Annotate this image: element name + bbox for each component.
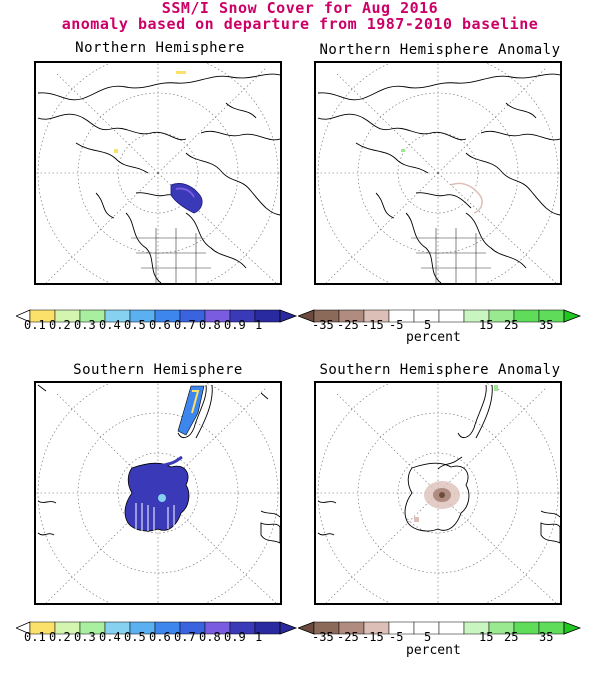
colorbar-tick-label: 0.2 xyxy=(49,630,71,644)
colorbar-tick-label: 0.7 xyxy=(174,630,196,644)
colorbar-units-southern: percent xyxy=(406,643,461,658)
colorbar-tick-label: 35 xyxy=(539,630,554,644)
anomaly-patch-positive xyxy=(401,149,405,152)
colorbar-tick-label: -35 xyxy=(312,630,334,644)
colorbar-tick-label: 0.3 xyxy=(74,318,96,332)
colorbar-tick-label: 0.1 xyxy=(24,630,46,644)
figure-title-line2: anomaly based on departure from 1987-201… xyxy=(61,15,539,33)
graticule xyxy=(316,383,560,603)
colorbar-tick-label: 0.4 xyxy=(99,630,121,644)
greenland-snow-cover xyxy=(170,183,203,214)
colorbar-snow-cover-southern xyxy=(14,620,298,639)
colorbar-tick-label: 0.8 xyxy=(199,318,221,332)
colorbar-tick-label: 0.9 xyxy=(224,630,246,644)
panel-title-northern-hemisphere: Northern Hemisphere xyxy=(75,40,245,56)
colorbar-tick-label: 0.5 xyxy=(124,630,146,644)
colorbar-snow-cover-northern xyxy=(14,308,298,327)
graticule xyxy=(36,63,280,283)
colorbar-tick-label: 35 xyxy=(539,318,554,332)
pole-hole xyxy=(158,494,166,502)
state-boundaries xyxy=(131,228,211,283)
coastlines xyxy=(37,73,280,283)
colorbar-tick-label: -15 xyxy=(362,318,384,332)
map-southern-hemisphere xyxy=(34,381,282,605)
andes-snow-edge xyxy=(191,390,200,414)
colorbar-tick-label: 5 xyxy=(424,318,432,332)
colorbar-tick-label: -15 xyxy=(362,630,384,644)
map-southern-hemisphere-anomaly xyxy=(314,381,562,605)
colorbar-tick-label: -25 xyxy=(337,630,359,644)
colorbar-tick-label: 0.4 xyxy=(99,318,121,332)
colorbar-tick-label: 15 xyxy=(479,630,494,644)
coastlines xyxy=(37,384,280,544)
colorbar-tick-label: 0.2 xyxy=(49,318,71,332)
colorbar-anomaly-southern xyxy=(296,620,582,639)
map-northern-hemisphere-anomaly xyxy=(314,61,562,285)
colorbar-tick-label: 25 xyxy=(504,630,519,644)
colorbar-tick-label: -5 xyxy=(389,630,404,644)
colorbar-tick-label: 5 xyxy=(424,630,432,644)
colorbar-tick-label: 0.1 xyxy=(24,318,46,332)
colorbar-tick-label: 0.7 xyxy=(174,318,196,332)
colorbar-tick-label: 1 xyxy=(255,630,263,644)
andes-snow-cover xyxy=(177,385,205,436)
figure-title-line1: SSM/I Snow Cover for Aug 2016 xyxy=(161,0,439,17)
panel-title-southern-anomaly: Southern Hemisphere Anomaly xyxy=(319,362,561,378)
colorbar-tick-label: -35 xyxy=(312,318,334,332)
greenland-snow-edge xyxy=(175,187,195,198)
state-boundaries xyxy=(411,228,491,283)
snow-patch-arctic xyxy=(176,71,186,74)
colorbar-tick-label: 15 xyxy=(479,318,494,332)
pole-hole xyxy=(439,492,445,498)
colorbar-anomaly-northern xyxy=(296,308,582,327)
colorbar-tick-label: 0.3 xyxy=(74,630,96,644)
panel-title-northern-anomaly: Northern Hemisphere Anomaly xyxy=(319,42,561,58)
antarctica-snow-cover xyxy=(124,462,190,532)
colorbar-units-northern: percent xyxy=(406,330,461,345)
panel-title-southern-hemisphere: Southern Hemisphere xyxy=(73,362,243,378)
colorbar-tick-label: 1 xyxy=(255,318,263,332)
coastlines xyxy=(317,384,560,544)
grid-artifacts xyxy=(135,503,175,531)
colorbar-tick-label: 25 xyxy=(504,318,519,332)
colorbar-tick-label: -5 xyxy=(389,318,404,332)
greenland-anomaly-edge xyxy=(450,182,483,214)
snow-patch-small xyxy=(114,149,118,153)
coastlines xyxy=(317,73,560,283)
antarctic-peninsula xyxy=(156,455,183,471)
colorbar-tick-label: 0.6 xyxy=(149,630,171,644)
anomaly-patch xyxy=(414,517,419,522)
colorbar-tick-label: 0.5 xyxy=(124,318,146,332)
colorbar-tick-label: 0.6 xyxy=(149,318,171,332)
map-northern-hemisphere xyxy=(34,61,282,285)
colorbar-tick-label: -25 xyxy=(337,318,359,332)
anomaly-patch-positive xyxy=(494,385,498,391)
colorbar-tick-label: 0.9 xyxy=(224,318,246,332)
colorbar-tick-label: 0.8 xyxy=(199,630,221,644)
graticule xyxy=(316,63,560,283)
